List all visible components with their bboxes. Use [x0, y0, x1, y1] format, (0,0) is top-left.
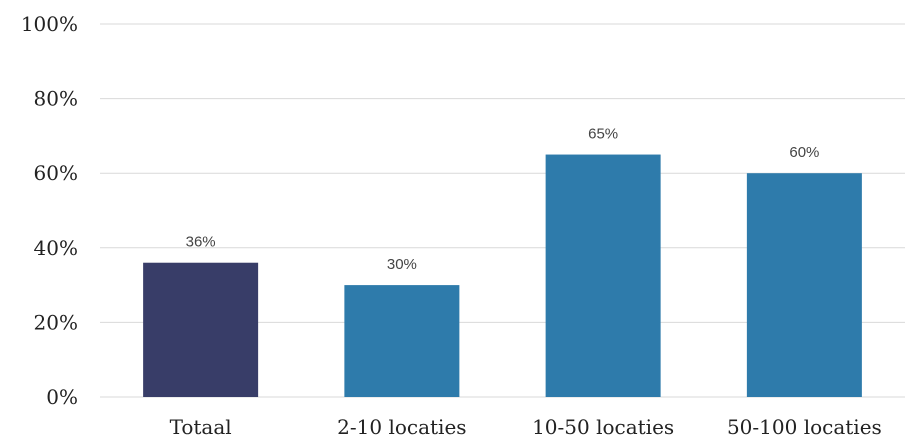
x-axis-tick-labels: Totaal 2-10 locaties 10-50 locaties 50-100 … [170, 415, 882, 439]
y-tick-label: 60% [34, 161, 78, 185]
x-tick-label: 2-10 locaties [337, 415, 466, 439]
x-tick-label: 50-100 locaties [727, 415, 882, 439]
data-label: 65% [588, 126, 618, 143]
y-tick-label: 20% [34, 310, 78, 334]
x-tick-label: 10-50 locaties [532, 415, 674, 439]
bar [143, 262, 259, 397]
bar [746, 173, 862, 397]
data-label: 36% [186, 234, 216, 251]
bars [143, 154, 862, 397]
y-tick-label: 80% [34, 87, 78, 111]
y-tick-label: 0% [46, 385, 78, 409]
data-labels: 36% 30% 65% 60% [186, 126, 820, 274]
bar [545, 154, 661, 397]
x-tick-label: Totaal [170, 415, 232, 439]
data-label: 60% [789, 144, 819, 161]
y-tick-label: 100% [21, 12, 78, 36]
bar [344, 285, 460, 397]
y-tick-label: 40% [34, 236, 78, 260]
y-axis-tick-labels: 0% 20% 40% 60% 80% 100% [21, 12, 78, 409]
data-label: 30% [387, 256, 417, 273]
